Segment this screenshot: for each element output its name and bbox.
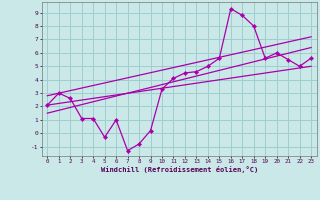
X-axis label: Windchill (Refroidissement éolien,°C): Windchill (Refroidissement éolien,°C) — [100, 166, 258, 173]
